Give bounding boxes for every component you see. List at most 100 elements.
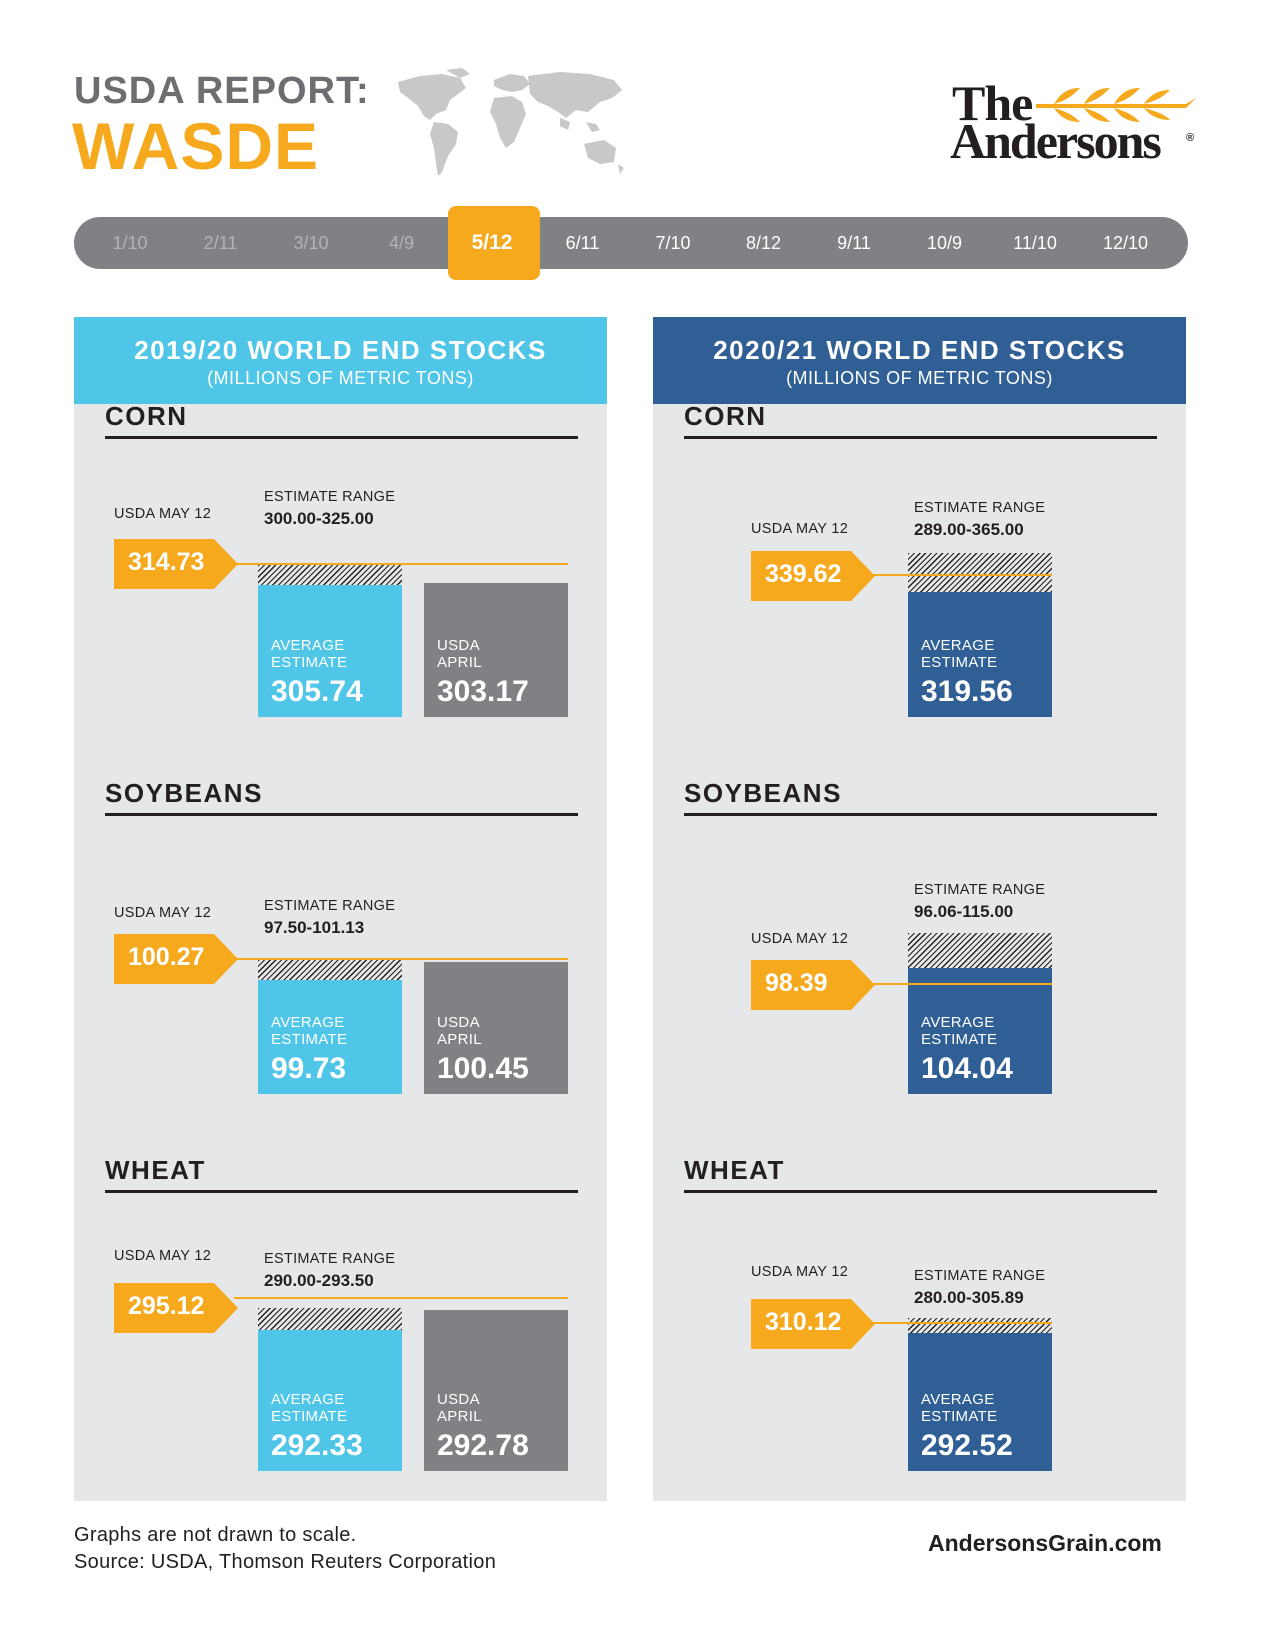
usda-april-label: APRIL [437, 1408, 482, 1425]
commodity-title: CORN [105, 401, 188, 431]
report-title: WASDE [72, 109, 320, 183]
commodity-title: WHEAT [105, 1155, 206, 1185]
estimate-range-label: ESTIMATE RANGE [914, 500, 1046, 516]
usda-may12-value: 339.62 [765, 560, 842, 588]
timeline-date-9-11[interactable]: 9/11 [837, 233, 871, 253]
usda-may12-label: USDA MAY 12 [751, 931, 849, 947]
timeline-date-5-12[interactable]: 5/12 [471, 231, 513, 254]
average-estimate-label: ESTIMATE [921, 1031, 998, 1048]
panel-header-2020-21: 2020/21 WORLD END STOCKS (MILLIONS OF ME… [653, 317, 1186, 404]
usda-may12-line [234, 958, 568, 960]
timeline-date-3-10[interactable]: 3/10 [293, 233, 329, 253]
timeline-date-8-12[interactable]: 8/12 [745, 233, 782, 253]
panel-title: 2020/21 WORLD END STOCKS [713, 335, 1126, 365]
usda-april-label: APRIL [437, 654, 482, 671]
usda-may12-arrow [751, 960, 875, 1010]
average-estimate-value: 99.73 [271, 1052, 347, 1085]
usda-april-label: APRIL [437, 1031, 482, 1048]
average-estimate-label: AVERAGE [921, 637, 995, 654]
world-map-icon [398, 68, 624, 176]
logo-andersons-text: Andersons [950, 113, 1162, 169]
usda-april-value: 303.17 [437, 675, 529, 708]
usda-may12-value: 100.27 [128, 943, 205, 971]
timeline-date-6-11[interactable]: 6/11 [565, 233, 600, 253]
usda-may12-arrow [751, 1299, 875, 1349]
usda-april-bar [424, 583, 568, 717]
usda-may12-line [234, 1297, 568, 1299]
estimate-range-value: 289.00-365.00 [914, 520, 1024, 539]
estimate-range-value: 97.50-101.13 [264, 918, 365, 937]
timeline-date-4-9[interactable]: 4/9 [388, 233, 415, 253]
estimate-range-label: ESTIMATE RANGE [914, 1268, 1046, 1284]
average-estimate-value: 305.74 [271, 675, 363, 708]
estimate-range-band [908, 933, 1052, 968]
estimate-range-value: 96.06-115.00 [914, 902, 1014, 921]
commodity-title: SOYBEANS [684, 778, 842, 808]
average-estimate-label: ESTIMATE [271, 1031, 348, 1048]
average-estimate-bar [258, 565, 402, 717]
timeline-date-7-10[interactable]: 7/10 [655, 233, 691, 253]
usda-may12-value: 310.12 [765, 1308, 842, 1336]
estimate-range-band-overlay [908, 553, 1052, 592]
average-estimate-value: 319.56 [921, 675, 1013, 708]
estimate-range-band [908, 553, 1052, 592]
average-estimate-label: ESTIMATE [271, 1408, 348, 1425]
timeline-date-2-11[interactable]: 2/11 [203, 233, 238, 253]
commodity-title: SOYBEANS [105, 778, 263, 808]
usda-may12-arrow [114, 934, 238, 984]
average-estimate-label: AVERAGE [921, 1391, 995, 1408]
timeline-active-highlight [448, 206, 540, 280]
average-estimate-label: ESTIMATE [271, 654, 348, 671]
panel-subtitle: (MILLIONS OF METRIC TONS) [207, 368, 474, 388]
average-estimate-label: ESTIMATE [921, 654, 998, 671]
usda-may12-label: USDA MAY 12 [114, 905, 212, 921]
timeline-date-1-10[interactable]: 1/10 [112, 233, 148, 253]
timeline-date-10-9[interactable]: 10/9 [926, 233, 963, 253]
timeline-date-12-10[interactable]: 12/10 [1102, 233, 1149, 253]
average-estimate-value: 292.52 [921, 1429, 1013, 1462]
panel-title: 2019/20 WORLD END STOCKS [134, 335, 547, 365]
usda-may12-line [871, 574, 1052, 576]
usda-may12-arrow [114, 539, 238, 589]
usda-may12-arrow [114, 1283, 238, 1333]
usda-may12-label: USDA MAY 12 [751, 1264, 849, 1280]
usda-april-label: USDA [437, 637, 480, 654]
average-estimate-value: 104.04 [921, 1052, 1013, 1085]
footer-website-link[interactable]: AndersonsGrain.com [928, 1530, 1162, 1556]
panel-header-2019-20: 2019/20 WORLD END STOCKS (MILLIONS OF ME… [74, 317, 607, 404]
panel-2020-21 [653, 317, 1186, 1501]
average-estimate-label: AVERAGE [271, 637, 345, 654]
footer-source: Source: USDA, Thomson Reuters Corporatio… [74, 1551, 497, 1573]
usda-april-bar [424, 962, 568, 1094]
usda-may12-value: 314.73 [128, 548, 205, 576]
estimate-range-label: ESTIMATE RANGE [264, 1251, 396, 1267]
estimate-range-label: ESTIMATE RANGE [914, 882, 1046, 898]
average-estimate-label: AVERAGE [271, 1014, 345, 1031]
estimate-range-band [908, 1318, 1052, 1333]
estimate-range-label: ESTIMATE RANGE [264, 898, 396, 914]
section-divider [684, 436, 1157, 439]
report-date-timeline [74, 217, 1188, 269]
timeline-date-11-10[interactable]: 11/10 [1013, 233, 1057, 253]
panel-subtitle: (MILLIONS OF METRIC TONS) [786, 368, 1053, 388]
average-estimate-bar [258, 960, 402, 1094]
estimate-range-value: 300.00-325.00 [264, 509, 374, 528]
usda-may12-label: USDA MAY 12 [751, 521, 849, 537]
average-estimate-label: AVERAGE [921, 1014, 995, 1031]
usda-may12-value: 295.12 [128, 1292, 205, 1320]
usda-april-label: USDA [437, 1014, 480, 1031]
usda-may12-value: 98.39 [765, 969, 828, 997]
report-label: USDA REPORT: [74, 70, 370, 112]
estimate-range-band [258, 1308, 402, 1330]
logo-the-text: The [952, 75, 1033, 131]
section-divider [684, 813, 1157, 816]
usda-may12-label: USDA MAY 12 [114, 506, 212, 522]
usda-may12-label: USDA MAY 12 [114, 1248, 212, 1264]
usda-may12-arrow [751, 551, 875, 601]
estimate-range-band-overlay [908, 933, 1052, 968]
commodity-title: WHEAT [684, 1155, 785, 1185]
usda-april-value: 100.45 [437, 1052, 529, 1085]
section-divider [105, 813, 578, 816]
usda-april-label: USDA [437, 1391, 480, 1408]
footer-note: Graphs are not drawn to scale. [74, 1524, 357, 1546]
